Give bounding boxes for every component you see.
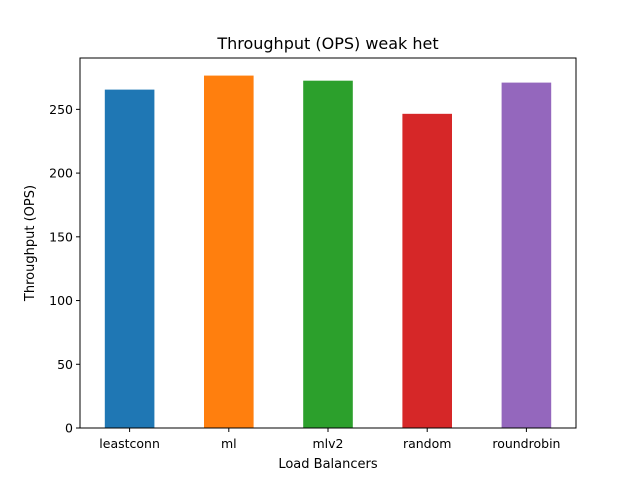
y-tick-label-100: 100 — [49, 293, 73, 308]
y-tick-label-200: 200 — [49, 166, 73, 181]
y-axis-label: Throughput (OPS) — [23, 185, 38, 302]
y-tick-label-0: 0 — [65, 421, 73, 436]
x-axis-label: Load Balancers — [278, 457, 378, 472]
bar-ml — [204, 75, 254, 429]
y-tick-label-250: 250 — [49, 102, 73, 117]
y-axis-ticks: 0 50 100 150 200 250 — [49, 102, 80, 436]
chart-title: Throughput (OPS) weak het — [216, 34, 438, 53]
bar-random — [402, 113, 452, 428]
x-tick-label-random: random — [403, 436, 451, 451]
x-tick-label-ml: ml — [221, 436, 237, 451]
x-tick-label-leastconn: leastconn — [99, 436, 160, 451]
x-axis-ticks: leastconn ml mlv2 random roundrobin — [99, 428, 560, 451]
plot-frame — [79, 57, 577, 429]
bar-leastconn — [104, 89, 155, 429]
bars-group — [104, 75, 552, 429]
y-tick-label-50: 50 — [57, 357, 73, 372]
bar-roundrobin — [501, 82, 552, 428]
bar-mlv2 — [303, 80, 353, 428]
x-tick-label-roundrobin: roundrobin — [492, 436, 560, 451]
x-tick-label-mlv2: mlv2 — [313, 436, 344, 451]
y-tick-label-150: 150 — [49, 229, 73, 244]
